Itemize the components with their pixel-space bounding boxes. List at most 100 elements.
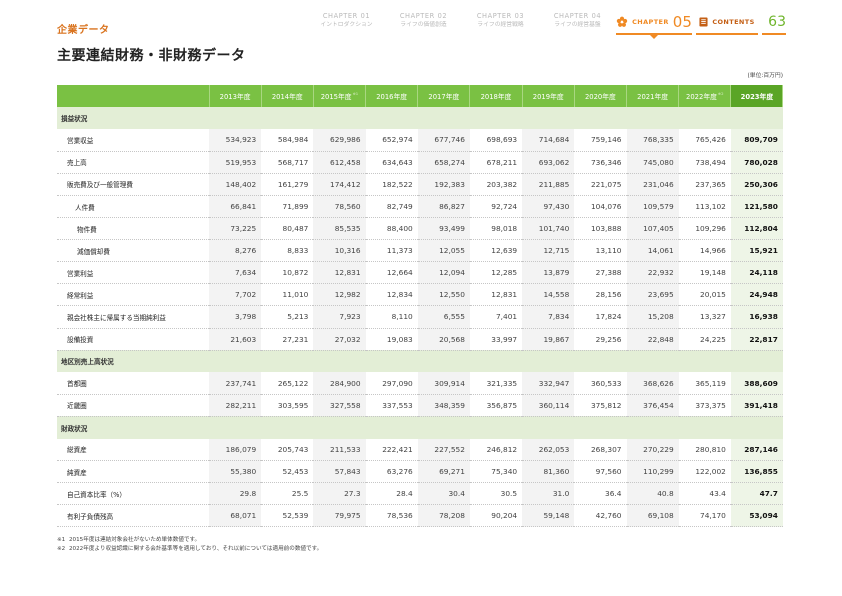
row-label: 販売費及び一般管理費 (57, 173, 209, 196)
chapter-link-04[interactable]: CHAPTER 04 ライフの経営基盤 (539, 12, 616, 30)
value-cell: 348,359 (417, 394, 470, 417)
value-cell: 15,921 (730, 239, 783, 263)
year-label: 2023年度 (740, 93, 774, 102)
section-header-row: 地区別売上高状況 (57, 350, 783, 373)
value-cell: 211,533 (313, 438, 366, 462)
chapter-name: ライフの価値創造 (400, 22, 447, 28)
section-header-row: 財政状況 (57, 416, 783, 439)
value-cell: 22,817 (730, 328, 783, 351)
unit-label: (単位:百万円) (747, 73, 783, 79)
value-cell: 237,365 (678, 173, 731, 196)
table-row: 親会社株主に帰属する当期純利益 3,798 5,213 7,923 8,110 6,555… (57, 305, 783, 329)
value-cell: 231,046 (626, 173, 679, 196)
footnotes: ※1 2015年度は連結対象会社がないため単体数値です。 ※2 2022年度より収益… (57, 536, 322, 554)
value-cell: 14,558 (522, 283, 575, 307)
year-column-header: 2015年度※1 (313, 85, 367, 108)
year-column-header: 2022年度※2 (678, 85, 732, 108)
value-cell: 629,986 (313, 129, 366, 152)
value-cell: 192,383 (417, 173, 470, 196)
value-cell: 391,418 (730, 394, 783, 417)
value-cell: 42,760 (574, 504, 627, 528)
value-cell: 297,090 (365, 372, 418, 395)
value-cell: 19,148 (678, 261, 731, 285)
value-cell: 736,346 (574, 151, 627, 174)
chapter-link-03[interactable]: CHAPTER 03 ライフの経営戦略 (462, 12, 539, 30)
table-row: 売上高 519,953 568,717 612,458 634,643 658,274 67… (57, 151, 783, 174)
footnote: ※1 2015年度は連結対象会社がないため単体数値です。 (57, 536, 322, 545)
row-label: 有利子負債残高 (57, 504, 209, 528)
value-cell: 88,400 (365, 217, 418, 241)
value-cell: 284,900 (313, 372, 366, 395)
footnote-mark: ※1 (57, 537, 66, 543)
year-column-header: 2014年度 (261, 85, 314, 108)
value-cell: 53,094 (730, 504, 783, 528)
value-cell: 6,555 (417, 305, 470, 329)
value-cell: 11,373 (365, 239, 418, 263)
value-cell: 768,335 (626, 129, 679, 152)
value-cell: 31.0 (522, 482, 575, 506)
value-cell: 809,709 (730, 129, 783, 152)
contents-button[interactable]: CONTENTS (696, 11, 758, 35)
year-label: 2013年度 (219, 93, 251, 102)
value-cell: 82,749 (365, 195, 418, 219)
value-cell: 268,307 (574, 438, 627, 462)
value-cell: 250,306 (730, 173, 783, 196)
value-cell: 12,715 (522, 239, 575, 263)
value-cell: 534,923 (209, 129, 262, 152)
value-cell: 652,974 (365, 129, 418, 152)
value-cell: 52,539 (261, 504, 314, 528)
value-cell: 69,108 (626, 504, 679, 528)
value-cell: 332,947 (522, 372, 575, 395)
footnote-mark: ※2 (57, 546, 66, 552)
value-cell: 7,401 (469, 305, 523, 329)
value-cell: 74,170 (678, 504, 731, 528)
value-cell: 612,458 (313, 151, 366, 174)
value-cell: 10,872 (261, 261, 314, 285)
value-cell: 75,340 (469, 460, 523, 484)
value-cell: 43.4 (678, 482, 731, 506)
value-cell: 765,426 (678, 129, 731, 152)
value-cell: 222,421 (365, 438, 418, 462)
value-cell: 14,966 (678, 239, 731, 263)
value-cell: 69,271 (417, 460, 470, 484)
row-label: 自己資本比率（%） (57, 482, 209, 506)
value-cell: 113,102 (678, 195, 731, 219)
value-cell: 29.8 (209, 482, 262, 506)
value-cell: 360,114 (522, 394, 575, 417)
value-cell: 388,609 (730, 372, 783, 395)
table-row: 設備投資 21,603 27,231 27,032 19,083 20,568 33,997… (57, 328, 783, 351)
row-label: 物件費 (57, 217, 209, 241)
chapter-link-01[interactable]: CHAPTER 01 イントロダクション (308, 12, 385, 30)
table-row: 人件費 66,841 71,899 78,560 82,749 86,827 92,724 9… (57, 195, 783, 219)
current-chapter-tab[interactable]: CHAPTER 05 (616, 11, 692, 39)
value-cell: 12,664 (365, 261, 418, 285)
value-cell: 28,156 (574, 283, 627, 307)
table-row: 経常利益 7,702 11,010 12,982 12,834 12,550 12,831 1… (57, 283, 783, 307)
value-cell: 13,327 (678, 305, 731, 329)
value-cell: 47.7 (730, 482, 783, 506)
table-row: 有利子負債残高 68,071 52,539 79,975 78,536 78,208 90,… (57, 504, 783, 528)
financial-data-table: 2013年度 2014年度 2015年度※1 2016年度 2017年度 2018年度 20… (57, 85, 784, 528)
value-cell: 85,535 (313, 217, 366, 241)
row-label: 近畿圏 (57, 394, 209, 417)
value-cell: 122,002 (678, 460, 731, 484)
value-cell: 368,626 (626, 372, 679, 395)
value-cell: 237,741 (209, 372, 262, 395)
active-indicator (649, 34, 659, 39)
value-cell: 22,848 (626, 328, 679, 351)
year-label: 2020年度 (584, 93, 616, 102)
value-cell: 27,231 (261, 328, 314, 351)
section-label: 企業データ (57, 25, 110, 36)
value-cell: 93,499 (417, 217, 470, 241)
chapter-link-02[interactable]: CHAPTER 02 ライフの価値創造 (385, 12, 462, 30)
value-cell: 321,335 (469, 372, 523, 395)
value-cell: 98,018 (469, 217, 523, 241)
value-cell: 174,412 (313, 173, 366, 196)
table-row: 近畿圏 282,211 303,595 327,558 337,553 348,359 35… (57, 394, 783, 417)
value-cell: 97,430 (522, 195, 575, 219)
value-cell: 3,798 (209, 305, 262, 329)
value-cell: 375,812 (574, 394, 627, 417)
table-row: 自己資本比率（%） 29.8 25.5 27.3 28.4 30.4 30.5 31.0 36.… (57, 482, 783, 506)
value-cell: 19,867 (522, 328, 575, 351)
value-cell: 759,146 (574, 129, 627, 152)
